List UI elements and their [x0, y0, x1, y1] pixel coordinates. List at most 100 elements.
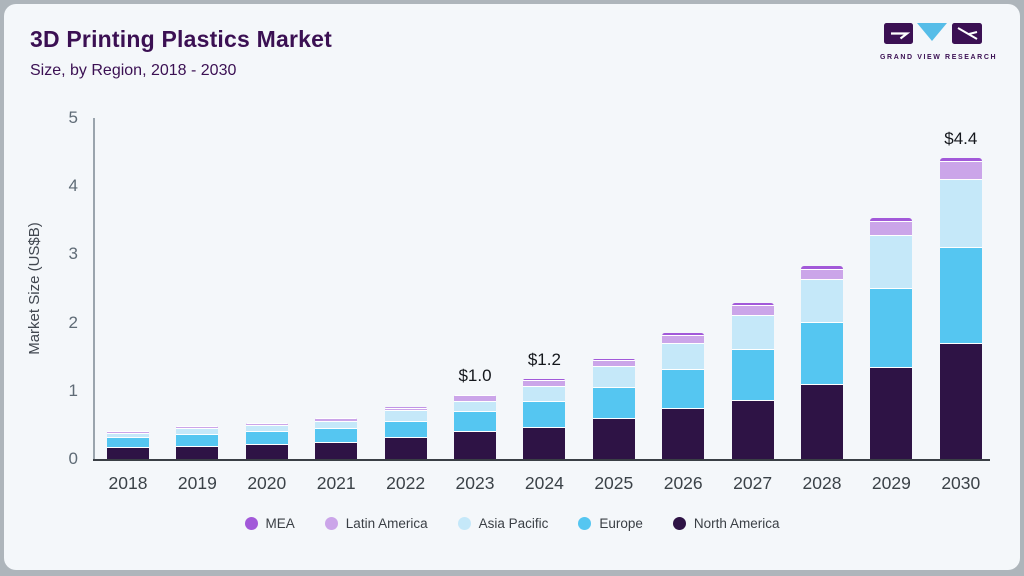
- bar-2021-segment-latin-america: [315, 418, 358, 422]
- x-label-2021: 2021: [316, 473, 356, 493]
- bar-2025-segment-asia-pacific: [592, 366, 635, 389]
- bar-2018-segment-north-america: [107, 448, 149, 459]
- bar-2029-segment-asia-pacific: [870, 236, 913, 290]
- legend-item-europe: Europe: [578, 516, 643, 531]
- bar-2025-segment-europe: [592, 388, 635, 419]
- x-label-2028: 2028: [802, 473, 842, 493]
- bar-2027-segment-latin-america: [731, 306, 774, 316]
- bar-2021-segment-europe: [315, 429, 358, 443]
- bar-2020: [245, 422, 288, 459]
- x-label-2025: 2025: [594, 473, 634, 493]
- chart-card: 3D Printing Plastics Market Size, by Reg…: [4, 4, 1020, 570]
- bar-2030-segment-asia-pacific: [939, 180, 982, 249]
- bar-2019-segment-asia-pacific: [176, 429, 219, 436]
- bar-2024-segment-latin-america: [523, 380, 566, 388]
- bar-2021-segment-mea: [315, 417, 358, 419]
- x-label-2022: 2022: [386, 473, 426, 493]
- bar-2029-segment-north-america: [870, 368, 913, 459]
- page-title: 3D Printing Plastics Market: [30, 26, 332, 52]
- bar-value-2030: $4.4: [944, 128, 978, 148]
- bar-2020-segment-north-america: [245, 445, 288, 459]
- x-label-2029: 2029: [871, 473, 911, 493]
- bar-2020-segment-europe: [245, 432, 288, 446]
- bar-2018-segment-asia-pacific: [107, 433, 149, 438]
- bar-value-2024: $1.2: [527, 349, 561, 369]
- y-axis-title: Market Size (US$B): [26, 222, 43, 355]
- bar-2026-segment-north-america: [662, 409, 705, 459]
- legend-item-north-america: North America: [672, 516, 779, 531]
- bar-2029-segment-europe: [870, 289, 913, 369]
- gvr-logo-text: GRAND VIEW RESEARCH: [880, 54, 998, 61]
- bar-2030: [939, 157, 982, 459]
- y-tick-1: 1: [68, 380, 78, 400]
- bar-2030-segment-latin-america: [939, 162, 982, 181]
- bar-2019: [176, 425, 219, 459]
- legend-label: Europe: [599, 516, 643, 531]
- bar-2023-segment-europe: [454, 411, 496, 433]
- bar-2027: [731, 302, 774, 459]
- legend-dot-icon: [244, 517, 258, 530]
- y-tick-5: 5: [68, 108, 78, 127]
- x-label-2020: 2020: [247, 473, 287, 493]
- bar-2027-segment-asia-pacific: [731, 315, 774, 350]
- bar-2018-segment-mea: [107, 431, 149, 433]
- bar-2025-segment-latin-america: [592, 360, 635, 367]
- bar-2028-segment-asia-pacific: [801, 279, 843, 323]
- legend-label: MEA: [265, 516, 295, 531]
- legend-label: Asia Pacific: [478, 516, 549, 531]
- bar-2022-segment-mea: [384, 407, 427, 409]
- bar-2026-segment-asia-pacific: [662, 344, 705, 371]
- gvr-logo: GRAND VIEW RESEARCH: [880, 22, 998, 61]
- y-tick-2: 2: [68, 312, 78, 332]
- bar-2030-segment-europe: [939, 248, 982, 344]
- bar-2024: [523, 378, 566, 459]
- bar-2018: [107, 431, 149, 459]
- gvr-logo-icon: [884, 23, 982, 44]
- legend: MEA Latin America Asia Pacific Europe North …: [4, 516, 1020, 531]
- x-axis-line: [93, 459, 990, 461]
- bar-2019-segment-europe: [176, 435, 219, 447]
- bar-2022: [384, 407, 427, 459]
- bar-2022-segment-north-america: [384, 437, 427, 459]
- bar-2020-segment-mea: [245, 422, 288, 424]
- bar-2023-segment-mea: [454, 394, 496, 397]
- bar-2024-segment-asia-pacific: [523, 387, 566, 403]
- page-subtitle: Size, by Region, 2018 - 2030: [30, 62, 237, 79]
- bar-2023: [454, 394, 496, 459]
- bar-2028-segment-mea: [801, 266, 843, 271]
- bar-2018-segment-latin-america: [107, 432, 149, 434]
- bar-2025-segment-north-america: [592, 418, 635, 459]
- bar-2023-segment-latin-america: [454, 396, 496, 402]
- legend-item-mea: MEA: [244, 516, 295, 531]
- bar-2024-segment-north-america: [523, 427, 566, 459]
- y-tick-3: 3: [68, 244, 78, 264]
- bar-2027-segment-europe: [731, 349, 774, 402]
- bar-2026-segment-latin-america: [662, 335, 705, 345]
- bar-2021-segment-asia-pacific: [315, 421, 358, 430]
- legend-dot-icon: [672, 517, 686, 530]
- bar-2023-segment-asia-pacific: [454, 401, 496, 412]
- bar-2028-segment-north-america: [801, 385, 843, 459]
- bar-2030-segment-north-america: [939, 343, 982, 459]
- bar-2029-segment-mea: [870, 217, 913, 223]
- y-tick-0: 0: [68, 449, 78, 468]
- bar-value-2023: $1.0: [458, 365, 492, 385]
- legend-dot-icon: [457, 517, 471, 530]
- legend-label: Latin America: [345, 516, 428, 531]
- bar-2026-segment-europe: [662, 370, 705, 410]
- x-label-2024: 2024: [524, 473, 564, 493]
- bar-2030-segment-mea: [939, 157, 982, 163]
- bar-2019-segment-latin-america: [176, 426, 219, 430]
- bar-2026-segment-mea: [662, 332, 705, 336]
- x-label-2026: 2026: [663, 473, 703, 493]
- bar-2028-segment-europe: [801, 322, 843, 386]
- bar-2023-segment-north-america: [454, 432, 496, 459]
- bar-2022-segment-asia-pacific: [384, 411, 427, 423]
- bar-2026: [662, 332, 705, 459]
- bar-2028-segment-latin-america: [801, 270, 843, 280]
- bar-2022-segment-europe: [384, 422, 427, 438]
- x-label-2027: 2027: [733, 473, 773, 493]
- legend-dot-icon: [578, 517, 592, 530]
- legend-item-asia-pacific: Asia Pacific: [457, 516, 549, 531]
- bar-2022-segment-latin-america: [384, 408, 427, 412]
